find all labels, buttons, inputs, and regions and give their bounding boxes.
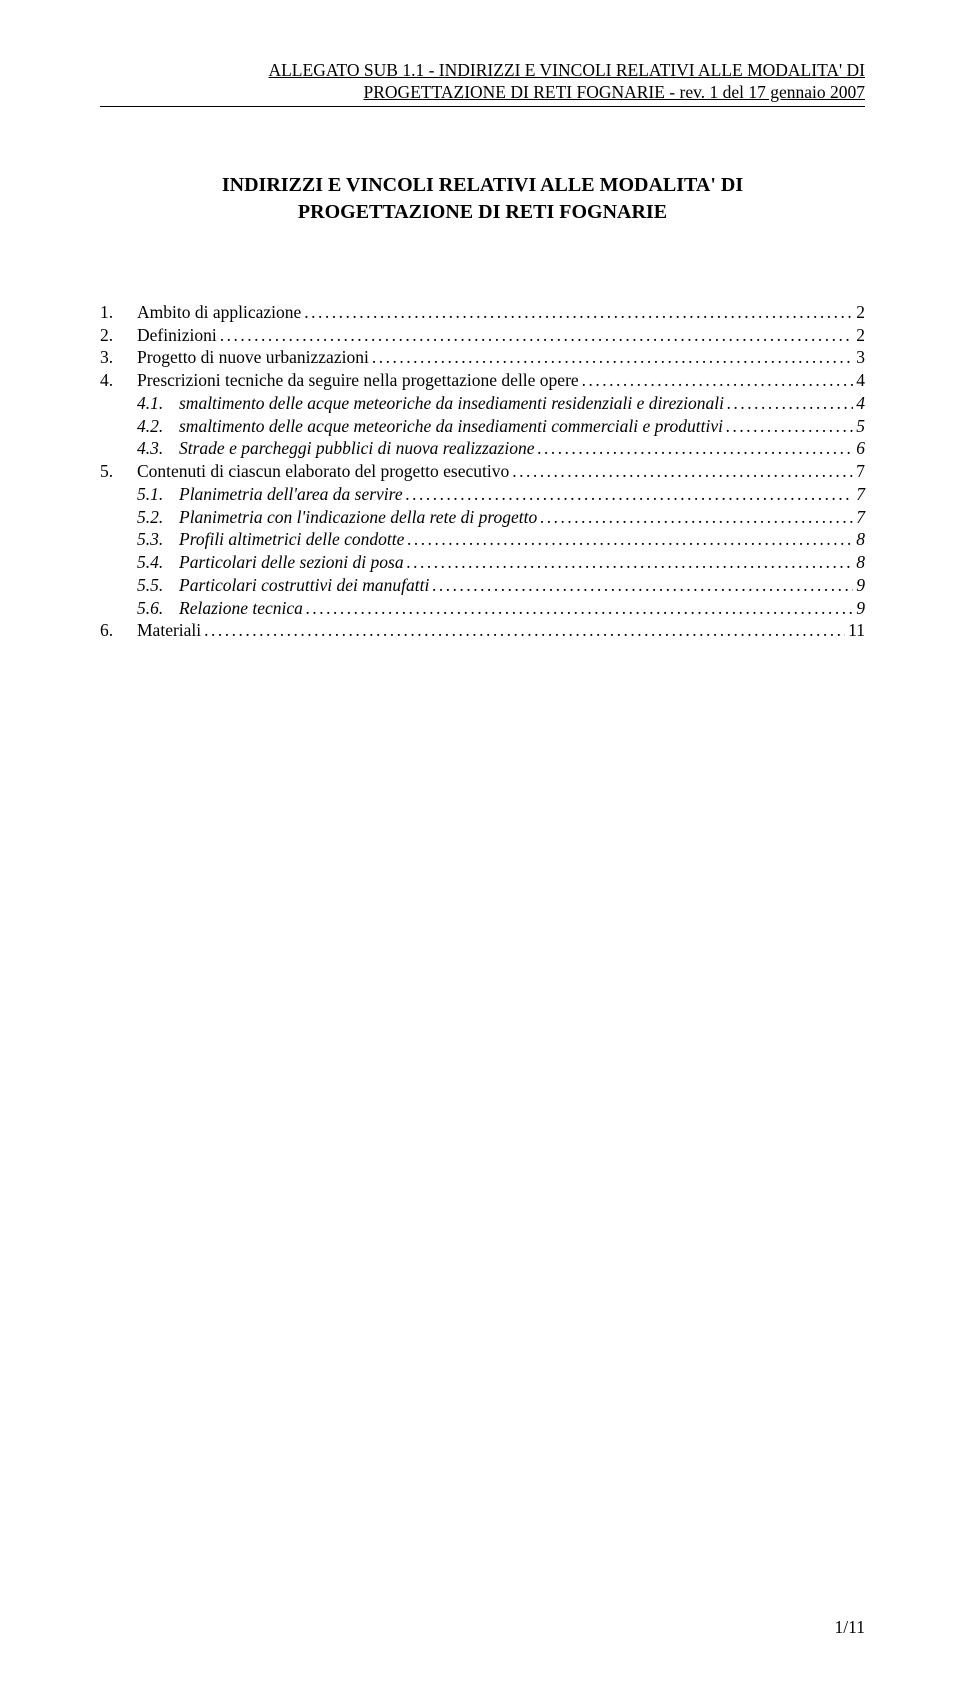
toc-entry: 4.2.smaltimento delle acque meteoriche d… xyxy=(100,415,865,438)
toc-entry-page: 8 xyxy=(856,528,865,551)
toc-entry-label: Materiali xyxy=(137,619,201,642)
toc-entry-number: 5.6. xyxy=(137,597,179,620)
header-rule xyxy=(100,106,865,107)
table-of-contents: 1.Ambito di applicazione22.Definizioni23… xyxy=(100,301,865,642)
toc-dots xyxy=(406,483,854,506)
toc-entry-page: 5 xyxy=(856,415,865,438)
toc-entry-page: 4 xyxy=(856,369,865,392)
toc-entry-page: 8 xyxy=(856,551,865,574)
toc-dots xyxy=(540,506,853,529)
toc-entry-label: Particolari costruttivi dei manufatti xyxy=(179,574,429,597)
toc-entry-number: 6. xyxy=(100,619,137,642)
document-header: ALLEGATO SUB 1.1 - INDIRIZZI E VINCOLI R… xyxy=(100,60,865,104)
toc-entry: 1.Ambito di applicazione 2 xyxy=(100,301,865,324)
toc-entry-label: smaltimento delle acque meteoriche da in… xyxy=(179,392,724,415)
toc-dots xyxy=(306,597,853,620)
toc-entry: 2.Definizioni 2 xyxy=(100,324,865,347)
toc-entry-number: 2. xyxy=(100,324,137,347)
title-line-2: PROGETTAZIONE DI RETI FOGNARIE xyxy=(100,199,865,226)
toc-dots xyxy=(372,346,853,369)
toc-entry-number: 5.2. xyxy=(137,506,179,529)
toc-entry: 4.3.Strade e parcheggi pubblici di nuova… xyxy=(100,437,865,460)
toc-entry-label: Particolari delle sezioni di posa xyxy=(179,551,404,574)
title-line-1: INDIRIZZI E VINCOLI RELATIVI ALLE MODALI… xyxy=(100,172,865,199)
toc-entry-page: 7 xyxy=(856,506,865,529)
toc-entry: 5.1.Planimetria dell'area da servire 7 xyxy=(100,483,865,506)
toc-entry-page: 2 xyxy=(856,324,865,347)
toc-entry-label: Planimetria dell'area da servire xyxy=(179,483,403,506)
toc-entry-number: 4.2. xyxy=(137,415,179,438)
toc-entry: 5.6.Relazione tecnica 9 xyxy=(100,597,865,620)
toc-entry-page: 4 xyxy=(856,392,865,415)
toc-entry: 4.Prescrizioni tecniche da seguire nella… xyxy=(100,369,865,392)
toc-entry-label: Progetto di nuove urbanizzazioni xyxy=(137,346,369,369)
toc-entry-number: 5. xyxy=(100,460,137,483)
toc-entry-label: Strade e parcheggi pubblici di nuova rea… xyxy=(179,437,534,460)
toc-dots xyxy=(726,415,853,438)
toc-entry-label: Prescrizioni tecniche da seguire nella p… xyxy=(137,369,579,392)
toc-dots xyxy=(512,460,853,483)
toc-entry-label: Profili altimetrici delle condotte xyxy=(179,528,404,551)
toc-dots xyxy=(537,437,853,460)
page-number: 1/11 xyxy=(835,1617,865,1638)
toc-dots xyxy=(204,619,845,642)
toc-entry: 5.Contenuti di ciascun elaborato del pro… xyxy=(100,460,865,483)
toc-dots xyxy=(407,528,853,551)
toc-entry-number: 5.1. xyxy=(137,483,179,506)
toc-entry-page: 7 xyxy=(856,483,865,506)
toc-entry: 5.3.Profili altimetrici delle condotte 8 xyxy=(100,528,865,551)
toc-entry-label: Definizioni xyxy=(137,324,217,347)
toc-entry-number: 1. xyxy=(100,301,137,324)
toc-dots xyxy=(432,574,853,597)
toc-entry: 5.5.Particolari costruttivi dei manufatt… xyxy=(100,574,865,597)
toc-entry-page: 6 xyxy=(856,437,865,460)
toc-entry: 6.Materiali 11 xyxy=(100,619,865,642)
toc-entry: 3.Progetto di nuove urbanizzazioni 3 xyxy=(100,346,865,369)
toc-entry-label: Relazione tecnica xyxy=(179,597,303,620)
toc-entry-page: 3 xyxy=(856,346,865,369)
toc-dots xyxy=(727,392,853,415)
toc-entry-number: 3. xyxy=(100,346,137,369)
toc-entry-page: 2 xyxy=(856,301,865,324)
toc-entry-label: smaltimento delle acque meteoriche da in… xyxy=(179,415,723,438)
toc-entry-label: Planimetria con l'indicazione della rete… xyxy=(179,506,537,529)
toc-entry: 5.4.Particolari delle sezioni di posa 8 xyxy=(100,551,865,574)
toc-entry-page: 9 xyxy=(856,597,865,620)
toc-entry: 4.1.smaltimento delle acque meteoriche d… xyxy=(100,392,865,415)
toc-entry-number: 4.1. xyxy=(137,392,179,415)
document-title: INDIRIZZI E VINCOLI RELATIVI ALLE MODALI… xyxy=(100,172,865,226)
toc-dots xyxy=(582,369,854,392)
toc-entry-label: Contenuti di ciascun elaborato del proge… xyxy=(137,460,509,483)
toc-entry-number: 5.4. xyxy=(137,551,179,574)
toc-dots xyxy=(220,324,854,347)
toc-entry-label: Ambito di applicazione xyxy=(137,301,301,324)
toc-entry-number: 5.3. xyxy=(137,528,179,551)
header-line-2: PROGETTAZIONE DI RETI FOGNARIE - rev. 1 … xyxy=(100,82,865,104)
toc-entry: 5.2.Planimetria con l'indicazione della … xyxy=(100,506,865,529)
toc-dots xyxy=(407,551,854,574)
toc-entry-page: 9 xyxy=(856,574,865,597)
toc-dots xyxy=(304,301,853,324)
toc-entry-page: 11 xyxy=(848,619,865,642)
header-line-1: ALLEGATO SUB 1.1 - INDIRIZZI E VINCOLI R… xyxy=(100,60,865,82)
toc-entry-number: 4.3. xyxy=(137,437,179,460)
toc-entry-number: 5.5. xyxy=(137,574,179,597)
toc-entry-page: 7 xyxy=(856,460,865,483)
toc-entry-number: 4. xyxy=(100,369,137,392)
